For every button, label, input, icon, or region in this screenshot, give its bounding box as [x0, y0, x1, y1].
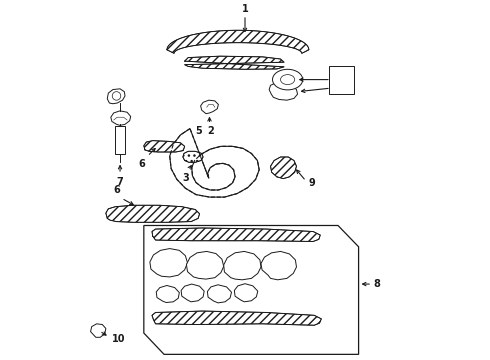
Text: 9: 9 — [308, 178, 315, 188]
Polygon shape — [91, 324, 106, 337]
Polygon shape — [152, 228, 320, 242]
Text: 6: 6 — [139, 159, 146, 169]
Polygon shape — [144, 141, 185, 152]
Polygon shape — [234, 284, 258, 302]
Text: 4: 4 — [338, 75, 345, 85]
Polygon shape — [185, 56, 284, 69]
Ellipse shape — [280, 75, 294, 85]
Polygon shape — [200, 100, 219, 114]
FancyBboxPatch shape — [115, 126, 125, 154]
Polygon shape — [144, 225, 359, 354]
Polygon shape — [107, 89, 125, 104]
Circle shape — [112, 92, 121, 100]
Polygon shape — [150, 248, 188, 277]
Polygon shape — [181, 284, 204, 302]
Polygon shape — [207, 285, 231, 303]
Polygon shape — [261, 251, 296, 280]
Polygon shape — [224, 251, 261, 280]
Polygon shape — [106, 205, 199, 222]
FancyBboxPatch shape — [329, 66, 354, 94]
Polygon shape — [183, 151, 203, 162]
Text: 7: 7 — [117, 177, 123, 187]
Polygon shape — [170, 129, 259, 197]
Polygon shape — [111, 111, 131, 125]
Polygon shape — [269, 82, 297, 100]
Polygon shape — [270, 157, 296, 179]
Text: 1: 1 — [242, 4, 248, 14]
Text: 6: 6 — [114, 185, 121, 195]
Text: 2: 2 — [208, 126, 215, 136]
Polygon shape — [156, 285, 179, 302]
Text: 3: 3 — [182, 172, 189, 183]
Text: 8: 8 — [374, 279, 381, 289]
Polygon shape — [152, 311, 321, 325]
Text: 10: 10 — [112, 334, 125, 344]
Polygon shape — [167, 30, 309, 53]
Ellipse shape — [272, 69, 303, 90]
Polygon shape — [186, 251, 224, 279]
Text: 5: 5 — [195, 126, 201, 136]
